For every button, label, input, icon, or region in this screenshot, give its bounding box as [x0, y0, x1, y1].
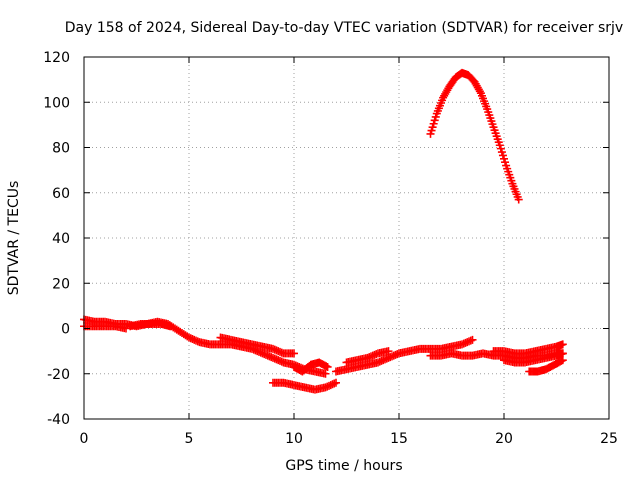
data-point	[558, 340, 567, 349]
series-arc-5	[269, 378, 340, 394]
data-point	[468, 335, 477, 344]
series-arc-10	[489, 340, 567, 358]
data-point	[384, 347, 393, 356]
y-tick-label: 100	[43, 95, 70, 111]
data-point	[558, 349, 567, 358]
tick-labels: 0 5 10 15 20 25 -40 -20 0 20 40 60 80 100 120	[43, 50, 618, 447]
data-point	[290, 349, 298, 358]
series-arc-7	[332, 335, 477, 376]
data-point	[514, 195, 523, 204]
x-tick-label: 15	[390, 431, 408, 447]
data-point	[323, 362, 332, 371]
grid	[84, 57, 609, 419]
y-tick-label: -40	[47, 412, 70, 428]
data-point	[321, 369, 330, 378]
y-tick-label: 80	[52, 141, 70, 157]
series-arc-12	[525, 356, 567, 376]
y-axis-label: SDTVAR / TECUs	[6, 181, 22, 296]
x-tick-label: 5	[185, 431, 194, 447]
series-arc-3	[126, 319, 175, 331]
x-tick-label: 25	[600, 431, 618, 447]
chart-title: Day 158 of 2024, Sidereal Day-to-day VTE…	[65, 20, 623, 36]
series-arc-2	[80, 322, 130, 333]
y-tick-label: 20	[52, 276, 70, 292]
data-point	[558, 356, 567, 365]
series-arc-13	[426, 68, 523, 204]
y-tick-label: 120	[43, 50, 70, 66]
data-point	[166, 322, 175, 331]
x-axis-label: GPS time / hours	[285, 458, 402, 474]
x-tick-label: 10	[285, 431, 303, 447]
x-tick-label: 20	[495, 431, 513, 447]
series-arc-6	[290, 358, 332, 376]
series-arc-11	[500, 349, 567, 367]
axis-ticks	[83, 56, 610, 420]
y-tick-label: 40	[52, 231, 70, 247]
y-tick-label: 0	[61, 322, 70, 338]
series-arc-4	[216, 333, 298, 358]
x-tick-label: 0	[80, 431, 89, 447]
series-marks	[80, 68, 567, 394]
data-point	[332, 378, 340, 387]
y-tick-label: -20	[47, 367, 70, 383]
y-tick-label: 60	[52, 186, 70, 202]
series-arc-8	[342, 347, 393, 367]
data-point	[122, 324, 130, 333]
